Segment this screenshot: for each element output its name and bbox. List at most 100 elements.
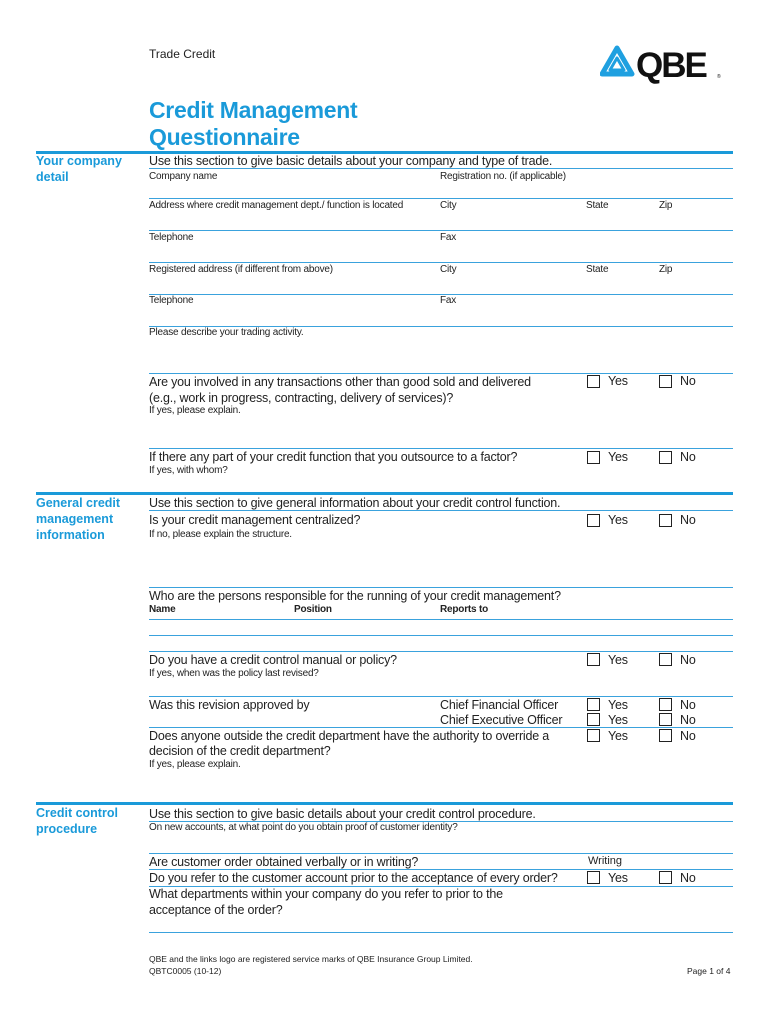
zip-label: Zip [659, 200, 673, 211]
section-intro: Use this section to give basic details a… [149, 807, 536, 821]
rule-line [149, 651, 733, 652]
trading-activity-label: Please describe your trading activity. [149, 327, 304, 338]
no-checkbox[interactable] [659, 653, 672, 666]
column-reports-to: Reports to [440, 604, 489, 615]
question-departments: What departments within your company do … [149, 887, 503, 901]
question-override: Does anyone outside the credit departmen… [149, 729, 550, 743]
question-centralized: Is your credit management centralized? [149, 513, 361, 527]
persons-row-field[interactable] [149, 635, 733, 636]
yes-label: Yes [608, 871, 628, 885]
company-name-label: Company name [149, 171, 218, 182]
fax-label: Fax [440, 295, 457, 306]
writing-label: Writing [588, 855, 623, 867]
question-verbal: Are customer order obtained verbally or … [149, 855, 419, 869]
question-departments-2: acceptance of the order? [149, 903, 283, 917]
section-label-procedure: Credit control procedure [36, 806, 118, 836]
qbe-logo: QBE ® [599, 44, 725, 89]
svg-text:®: ® [717, 73, 721, 80]
question-other-transactions: Are you involved in any transactions oth… [149, 375, 531, 389]
hint: If yes, with whom? [149, 465, 228, 476]
rule-line [149, 886, 733, 887]
no-checkbox[interactable] [659, 451, 672, 464]
no-checkbox[interactable] [659, 729, 672, 742]
ceo-no-checkbox[interactable] [659, 713, 672, 726]
yes-checkbox[interactable] [587, 871, 600, 884]
registered-address-field[interactable] [149, 294, 733, 295]
question-approved: Was this revision approved by [149, 698, 310, 712]
rule-line [149, 168, 733, 169]
company-name-field[interactable] [149, 198, 733, 199]
question-manual: Do you have a credit control manual or p… [149, 653, 397, 667]
rule-line [149, 727, 733, 728]
yes-label: Yes [608, 698, 628, 712]
hint: If yes, when was the policy last revised… [149, 668, 319, 679]
cfo-label: Chief Financial Officer [440, 698, 559, 712]
identity-field[interactable] [149, 853, 733, 854]
telephone-field[interactable] [149, 326, 733, 327]
section-divider [36, 802, 733, 805]
no-checkbox[interactable] [659, 514, 672, 527]
question-other-transactions-2: (e.g., work in progress, contracting, de… [149, 391, 454, 405]
no-label: No [680, 450, 696, 464]
title-line-2: Questionnaire [149, 124, 300, 150]
address-field[interactable] [149, 230, 733, 231]
registration-label: Registration no. (if applicable) [440, 171, 566, 182]
trading-activity-field[interactable] [149, 373, 733, 374]
no-label: No [680, 713, 696, 727]
question-override-2: decision of the credit department? [149, 744, 331, 758]
section-intro: Use this section to give general informa… [149, 496, 561, 510]
section-divider [36, 151, 733, 154]
question-factor: If there any part of your credit functio… [149, 450, 518, 464]
doc-type: Trade Credit [149, 47, 216, 61]
footer-page-number: Page 1 of 4 [687, 966, 731, 976]
departments-field[interactable] [149, 932, 733, 933]
cfo-no-checkbox[interactable] [659, 698, 672, 711]
rule-line [149, 587, 733, 588]
question-refer: Do you refer to the customer account pri… [149, 871, 558, 885]
yes-label: Yes [608, 653, 628, 667]
yes-checkbox[interactable] [587, 514, 600, 527]
telephone-label: Telephone [149, 295, 194, 306]
no-label: No [680, 729, 696, 743]
telephone-field[interactable] [149, 262, 733, 263]
zip-label: Zip [659, 264, 673, 275]
no-checkbox[interactable] [659, 871, 672, 884]
cfo-yes-checkbox[interactable] [587, 698, 600, 711]
no-label: No [680, 698, 696, 712]
yes-label: Yes [608, 713, 628, 727]
column-name: Name [149, 604, 176, 615]
state-label: State [586, 200, 609, 211]
section-divider [36, 492, 733, 495]
ceo-yes-checkbox[interactable] [587, 713, 600, 726]
yes-label: Yes [608, 729, 628, 743]
qbe-links-logo-icon: QBE ® [599, 45, 721, 85]
no-label: No [680, 653, 696, 667]
city-label: City [440, 264, 457, 275]
telephone-label: Telephone [149, 232, 194, 243]
footer-trademark: QBE and the links logo are registered se… [149, 954, 473, 964]
fax-label: Fax [440, 232, 457, 243]
yes-checkbox[interactable] [587, 451, 600, 464]
rule-line [149, 448, 733, 449]
yes-checkbox[interactable] [587, 375, 600, 388]
ceo-label: Chief Executive Officer [440, 713, 563, 727]
city-label: City [440, 200, 457, 211]
yes-checkbox[interactable] [587, 653, 600, 666]
rule-line [149, 821, 733, 822]
rule-line [149, 510, 733, 511]
section-label-general: General credit management information [36, 496, 121, 542]
column-position: Position [294, 604, 332, 615]
yes-label: Yes [608, 513, 628, 527]
address-label: Address where credit management dept./ f… [149, 200, 404, 211]
hint: If yes, please explain. [149, 405, 241, 416]
no-label: No [680, 374, 696, 388]
section-label-company: Your company detail [36, 154, 122, 184]
question-identity: On new accounts, at what point do you ob… [149, 822, 458, 833]
no-checkbox[interactable] [659, 375, 672, 388]
registered-address-label: Registered address (if different from ab… [149, 264, 333, 275]
no-label: No [680, 513, 696, 527]
yes-checkbox[interactable] [587, 729, 600, 742]
rule-line [149, 869, 733, 870]
hint: If yes, please explain. [149, 759, 241, 770]
